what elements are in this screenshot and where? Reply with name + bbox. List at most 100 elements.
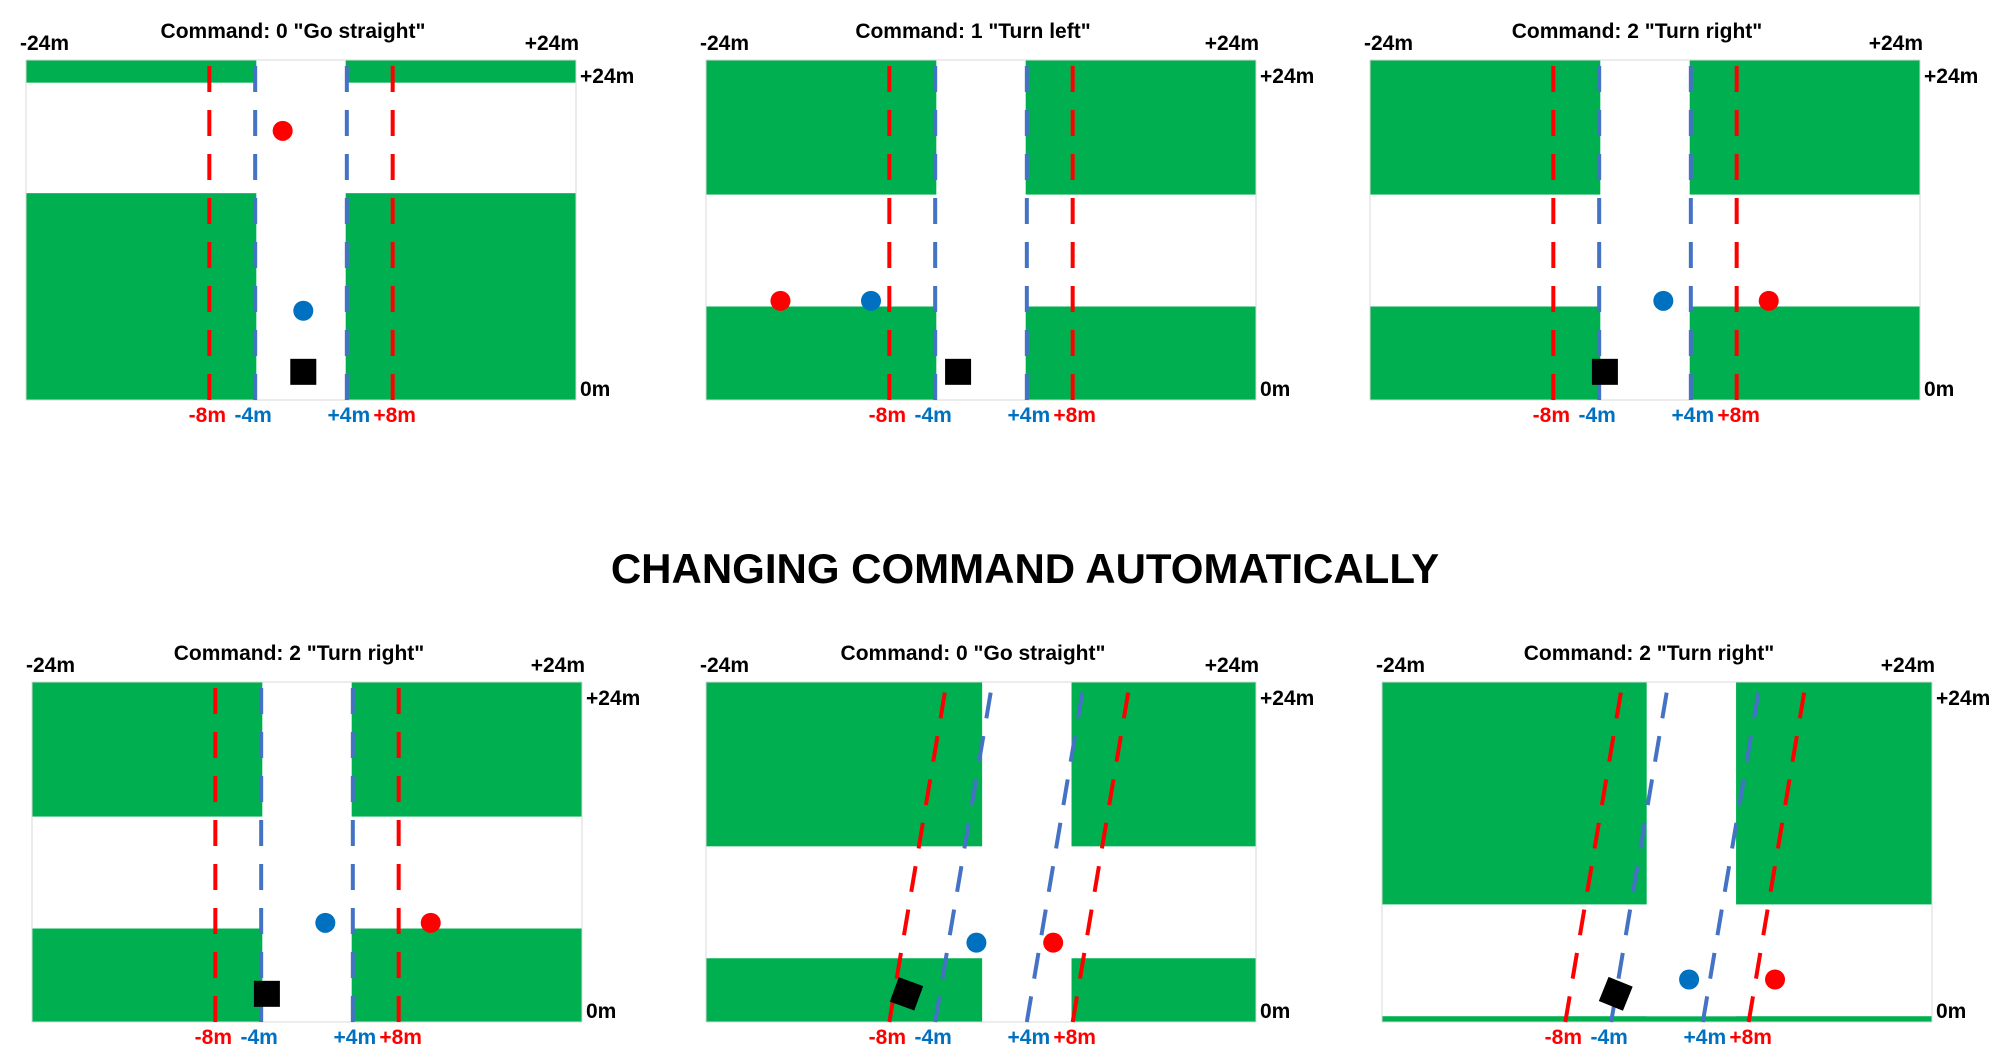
lane-tick-label: +4m bbox=[328, 404, 371, 427]
y-top-label: +24m bbox=[1936, 687, 1990, 710]
y-bottom-label: 0m bbox=[586, 1000, 616, 1023]
blue-waypoint bbox=[315, 912, 336, 933]
lane-tick-label: -8m bbox=[189, 404, 226, 427]
y-bottom-label: 0m bbox=[580, 378, 610, 401]
lane-tick-label: -4m bbox=[240, 1026, 277, 1049]
lane-tick-label: -4m bbox=[914, 404, 951, 427]
lane-line-minus8m bbox=[1563, 681, 1625, 1023]
red-waypoint bbox=[1765, 969, 1786, 990]
x-right-label: +24m bbox=[1205, 654, 1259, 677]
lane-tick-label: +4m bbox=[1008, 1026, 1051, 1049]
lane-tick-label: +4m bbox=[1684, 1026, 1727, 1049]
y-top-label: +24m bbox=[1924, 65, 1978, 88]
lane-line-minus4m bbox=[933, 681, 995, 1023]
lane-tick-label: +8m bbox=[1053, 1026, 1096, 1049]
panel-frame bbox=[31, 681, 583, 1023]
horizontal-road bbox=[32, 816, 582, 929]
horizontal-road bbox=[26, 82, 576, 194]
blue-waypoint bbox=[1679, 969, 1700, 990]
panel-5: Command: 0 "Go straight" -24m +24m+24m 0m -8… bbox=[700, 642, 1314, 1049]
lane-tick-label: -8m bbox=[869, 1026, 906, 1049]
panel-6: Command: 2 "Turn right" -24m +24m+24m 0m -8m… bbox=[1376, 642, 1990, 1049]
heading: CHANGING COMMAND AUTOMATICALLY bbox=[611, 545, 1439, 592]
horizontal-road bbox=[1382, 904, 1932, 1017]
x-right-label: +24m bbox=[1205, 32, 1259, 55]
lane-tick-label: +8m bbox=[379, 1026, 422, 1049]
lane-line-plus4m bbox=[1700, 681, 1763, 1023]
vehicle bbox=[253, 980, 280, 1007]
y-top-label: +24m bbox=[1260, 65, 1314, 88]
lane-line-minus4m bbox=[1609, 681, 1671, 1023]
panel-3: Command: 2 "Turn right" -24m +24m+24m 0m -8m… bbox=[1364, 20, 1978, 427]
x-right-label: +24m bbox=[525, 32, 579, 55]
x-left-label: -24m bbox=[700, 32, 749, 55]
lane-tick-label: +4m bbox=[1672, 404, 1715, 427]
lane-tick-label: -8m bbox=[1545, 1026, 1582, 1049]
panel-frame bbox=[705, 59, 1257, 401]
lane-line-plus4m bbox=[1024, 681, 1087, 1023]
blue-waypoint bbox=[293, 300, 314, 321]
red-waypoint bbox=[770, 290, 791, 311]
blue-waypoint bbox=[861, 290, 881, 311]
x-right-label: +24m bbox=[1869, 32, 1923, 55]
lane-line-plus8m bbox=[1070, 681, 1132, 1023]
lane-tick-label: -4m bbox=[234, 404, 271, 427]
blue-waypoint bbox=[1653, 290, 1674, 311]
red-waypoint bbox=[420, 912, 441, 933]
x-right-label: +24m bbox=[531, 654, 585, 677]
y-bottom-label: 0m bbox=[1924, 378, 1954, 401]
panel-title: Command: 2 "Turn right" bbox=[1512, 20, 1763, 43]
x-right-label: +24m bbox=[1881, 654, 1935, 677]
vehicle bbox=[945, 358, 972, 385]
panel-title: Command: 2 "Turn right" bbox=[1524, 642, 1775, 665]
panel-4: Command: 2 "Turn right" -24m +24m+24m 0m -8m… bbox=[26, 642, 640, 1049]
red-waypoint bbox=[272, 120, 293, 141]
lane-tick-label: -8m bbox=[1533, 404, 1570, 427]
lane-tick-label: -8m bbox=[869, 404, 906, 427]
x-left-label: -24m bbox=[1376, 654, 1425, 677]
lane-tick-label: +4m bbox=[1008, 404, 1051, 427]
vehicle bbox=[290, 358, 317, 385]
lane-tick-label: -4m bbox=[1590, 1026, 1627, 1049]
y-top-label: +24m bbox=[580, 65, 634, 88]
panel-1: Command: 0 "Go straight" -24m +24m+24m 0m -8… bbox=[20, 20, 634, 427]
x-left-label: -24m bbox=[1364, 32, 1413, 55]
grass-strip bbox=[1382, 1016, 1932, 1022]
panel-2: Command: 1 "Turn left" -24m +24m+24m 0m -8m -… bbox=[700, 20, 1314, 427]
x-left-label: -24m bbox=[26, 654, 75, 677]
vehicle bbox=[889, 977, 924, 1011]
lane-line-plus8m bbox=[1746, 681, 1808, 1023]
red-waypoint bbox=[1043, 932, 1064, 953]
x-left-label: -24m bbox=[700, 654, 749, 677]
panel-frame bbox=[1381, 681, 1933, 1023]
panel-title: Command: 2 "Turn right" bbox=[174, 642, 425, 665]
y-bottom-label: 0m bbox=[1936, 1000, 1966, 1023]
lane-tick-label: -4m bbox=[914, 1026, 951, 1049]
panel-frame bbox=[25, 59, 577, 401]
lane-tick-label: -8m bbox=[195, 1026, 232, 1049]
lane-line-minus8m bbox=[887, 681, 949, 1023]
y-bottom-label: 0m bbox=[1260, 378, 1290, 401]
panel-frame bbox=[1369, 59, 1921, 401]
blue-waypoint bbox=[966, 932, 987, 953]
panel-frame bbox=[705, 681, 1257, 1023]
y-bottom-label: 0m bbox=[1260, 1000, 1290, 1023]
lane-tick-label: +8m bbox=[1729, 1026, 1772, 1049]
lane-tick-label: +8m bbox=[1053, 404, 1096, 427]
y-top-label: +24m bbox=[586, 687, 640, 710]
panel-title: Command: 1 "Turn left" bbox=[855, 20, 1090, 43]
x-left-label: -24m bbox=[20, 32, 69, 55]
panel-title: Command: 0 "Go straight" bbox=[161, 20, 426, 43]
lane-tick-label: +8m bbox=[373, 404, 416, 427]
lane-tick-label: +8m bbox=[1717, 404, 1760, 427]
y-top-label: +24m bbox=[1260, 687, 1314, 710]
lane-tick-label: +4m bbox=[334, 1026, 377, 1049]
panel-title: Command: 0 "Go straight" bbox=[841, 642, 1106, 665]
horizontal-road bbox=[1370, 194, 1920, 307]
vehicle bbox=[1591, 358, 1618, 385]
horizontal-road bbox=[706, 194, 1256, 307]
lane-tick-label: -4m bbox=[1578, 404, 1615, 427]
red-waypoint bbox=[1758, 290, 1779, 311]
vehicle bbox=[1598, 976, 1633, 1011]
